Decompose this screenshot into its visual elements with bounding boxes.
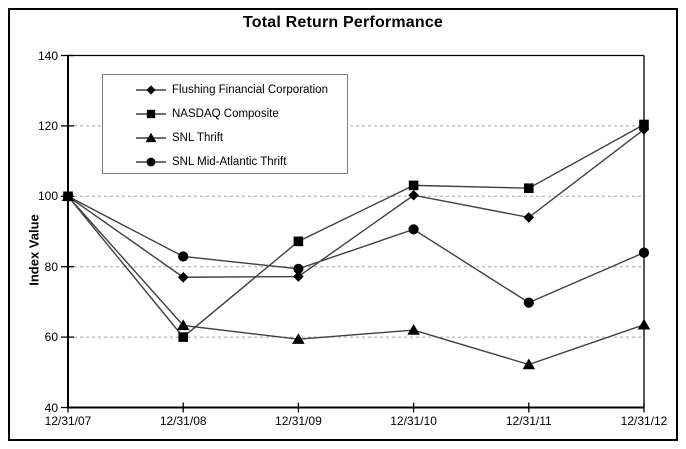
- legend-item-nasdaq-composite: NASDAQ Composite: [136, 102, 347, 126]
- x-tick-label-12-31-08: 12/31/08: [159, 414, 207, 428]
- legend-item-snl-thrift: SNL Thrift: [136, 126, 347, 150]
- data-point-snl-mid-atlantic-thrift-12-31-11: [523, 297, 534, 308]
- series-line-snl-mid-atlantic-thrift: [67, 195, 645, 304]
- data-point-nasdaq-composite-12-31-07: [63, 191, 73, 202]
- y-tick-label-40: 40: [44, 400, 58, 415]
- legend-item-snl-mid-atlantic-thrift: SNL Mid-Atlantic Thrift: [136, 150, 347, 174]
- data-point-snl-mid-atlantic-thrift-12-31-10: [408, 224, 419, 235]
- y-tick-label-120: 120: [37, 118, 58, 133]
- legend-marker-diamond: [146, 85, 156, 95]
- data-point-flushing-financial-corporation-12-31-09: [293, 271, 304, 282]
- series-line-nasdaq-composite: [67, 123, 645, 339]
- circle-icon: [136, 157, 166, 167]
- data-point-flushing-financial-corporation-12-31-10: [408, 189, 419, 201]
- legend-item-label: Flushing Financial Corporation: [172, 84, 328, 96]
- data-point-snl-thrift-12-31-12: [637, 318, 651, 330]
- data-point-nasdaq-composite-12-31-08: [178, 332, 188, 342]
- legend-item-flushing-financial-corporation: Flushing Financial Corporation: [136, 78, 347, 102]
- data-point-nasdaq-composite-12-31-09: [293, 236, 304, 247]
- data-point-nasdaq-composite-12-31-12: [639, 119, 649, 130]
- y-tick-label-100: 100: [37, 189, 58, 204]
- data-point-snl-mid-atlantic-thrift-12-31-08: [178, 251, 189, 262]
- x-tick-label-12-31-10: 12/31/10: [390, 414, 437, 428]
- data-point-flushing-financial-corporation-12-31-08: [177, 271, 189, 283]
- y-tick-label-140: 140: [37, 48, 58, 63]
- x-tick-label-12-31-07: 12/31/07: [44, 414, 92, 428]
- series-line-flushing-financial-corporation: [67, 128, 645, 278]
- square-icon: [136, 109, 166, 119]
- series-line-snl-thrift: [67, 195, 645, 366]
- diamond-icon: [136, 85, 166, 95]
- data-point-snl-thrift-12-31-11: [522, 358, 536, 370]
- legend-item-label: SNL Mid-Atlantic Thrift: [172, 156, 287, 168]
- legend-marker-circle: [146, 157, 156, 167]
- data-point-flushing-financial-corporation-12-31-11: [523, 212, 535, 223]
- triangle-icon: [136, 132, 166, 143]
- data-point-snl-thrift-12-31-09: [292, 333, 305, 344]
- data-point-snl-mid-atlantic-thrift-12-31-12: [638, 247, 650, 258]
- x-tick-label-12-31-12: 12/31/12: [620, 414, 668, 428]
- data-point-nasdaq-composite-12-31-10: [408, 180, 419, 191]
- legend-marker-square: [146, 109, 156, 119]
- legend-item-label: NASDAQ Composite: [172, 108, 279, 120]
- y-tick-label-60: 60: [44, 330, 58, 345]
- x-tick-label-12-31-09: 12/31/09: [275, 414, 322, 428]
- x-tick-label-12-31-11: 12/31/11: [505, 414, 552, 428]
- legend-item-label: SNL Thrift: [172, 132, 224, 144]
- legend-marker-triangle: [145, 132, 157, 143]
- data-point-nasdaq-composite-12-31-11: [524, 183, 534, 194]
- y-tick-label-80: 80: [44, 259, 58, 274]
- legend-box: Flushing Financial Corporation NASDAQ Com…: [102, 74, 348, 174]
- chart-title: Total Return Performance: [242, 14, 444, 31]
- data-point-snl-thrift-12-31-08: [176, 319, 190, 331]
- data-point-snl-thrift-12-31-10: [407, 324, 420, 335]
